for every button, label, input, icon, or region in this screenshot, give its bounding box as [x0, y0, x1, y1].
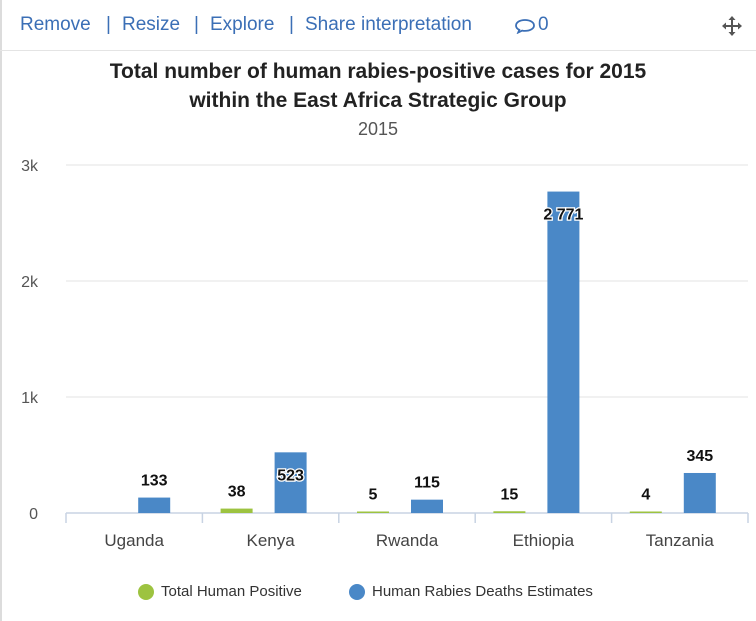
legend-marker-human-rabies-deaths[interactable]: [349, 584, 365, 600]
y-tick-label: 1k: [21, 390, 39, 407]
data-label: 38: [228, 484, 246, 501]
legend-item-human-rabies-deaths[interactable]: Human Rabies Deaths Estimates: [372, 583, 593, 600]
x-tick-label: Rwanda: [376, 531, 439, 550]
data-label: 133: [141, 473, 168, 490]
data-label: 15: [501, 486, 519, 503]
bar: [547, 191, 580, 513]
bar: [683, 472, 716, 513]
share-interpretation-link[interactable]: Share interpretation: [305, 14, 472, 35]
data-label: 523: [277, 467, 304, 484]
bar: [357, 511, 389, 513]
data-label: 115: [414, 475, 440, 492]
y-tick-label: 2k: [21, 274, 39, 291]
data-label: 5: [369, 487, 378, 504]
toolbar-separator: |: [194, 14, 199, 35]
bar: [493, 511, 526, 513]
toolbar-separator: |: [289, 14, 294, 35]
bar: [220, 508, 253, 513]
chart-title: Total number of human rabies-positive ca…: [0, 57, 756, 115]
panel-border: [0, 0, 2, 621]
x-tick-label: Uganda: [104, 531, 164, 550]
legend-marker-total-human-positive[interactable]: [138, 584, 154, 600]
data-label: 4: [641, 487, 650, 504]
resize-link[interactable]: Resize: [122, 14, 181, 35]
chart-subtitle: 2015: [357, 119, 399, 139]
comment-count[interactable]: 0: [538, 14, 549, 35]
x-tick-label: Tanzania: [646, 531, 715, 550]
bar: [411, 499, 443, 513]
y-tick-label: 3k: [21, 158, 39, 175]
data-label: 345: [686, 448, 713, 465]
move-icon[interactable]: [722, 16, 742, 36]
comment-icon[interactable]: [514, 18, 536, 34]
x-tick-label: Ethiopia: [513, 531, 575, 550]
toolbar: Remove | Resize | Explore | Share interp…: [0, 0, 756, 51]
legend-item-total-human-positive[interactable]: Total Human Positive: [161, 583, 302, 600]
bar: [138, 497, 171, 513]
explore-link[interactable]: Explore: [210, 14, 275, 35]
bar: [629, 511, 662, 513]
chart-title-line: within the East Africa Strategic Group: [189, 89, 567, 112]
remove-link[interactable]: Remove: [20, 14, 91, 35]
y-tick-label: 0: [29, 506, 38, 523]
bar: [274, 452, 307, 513]
toolbar-separator: |: [106, 14, 111, 35]
data-label: 2 771: [543, 207, 583, 224]
x-tick-label: Kenya: [246, 531, 295, 550]
chart-title-line: Total number of human rabies-positive ca…: [109, 60, 647, 83]
